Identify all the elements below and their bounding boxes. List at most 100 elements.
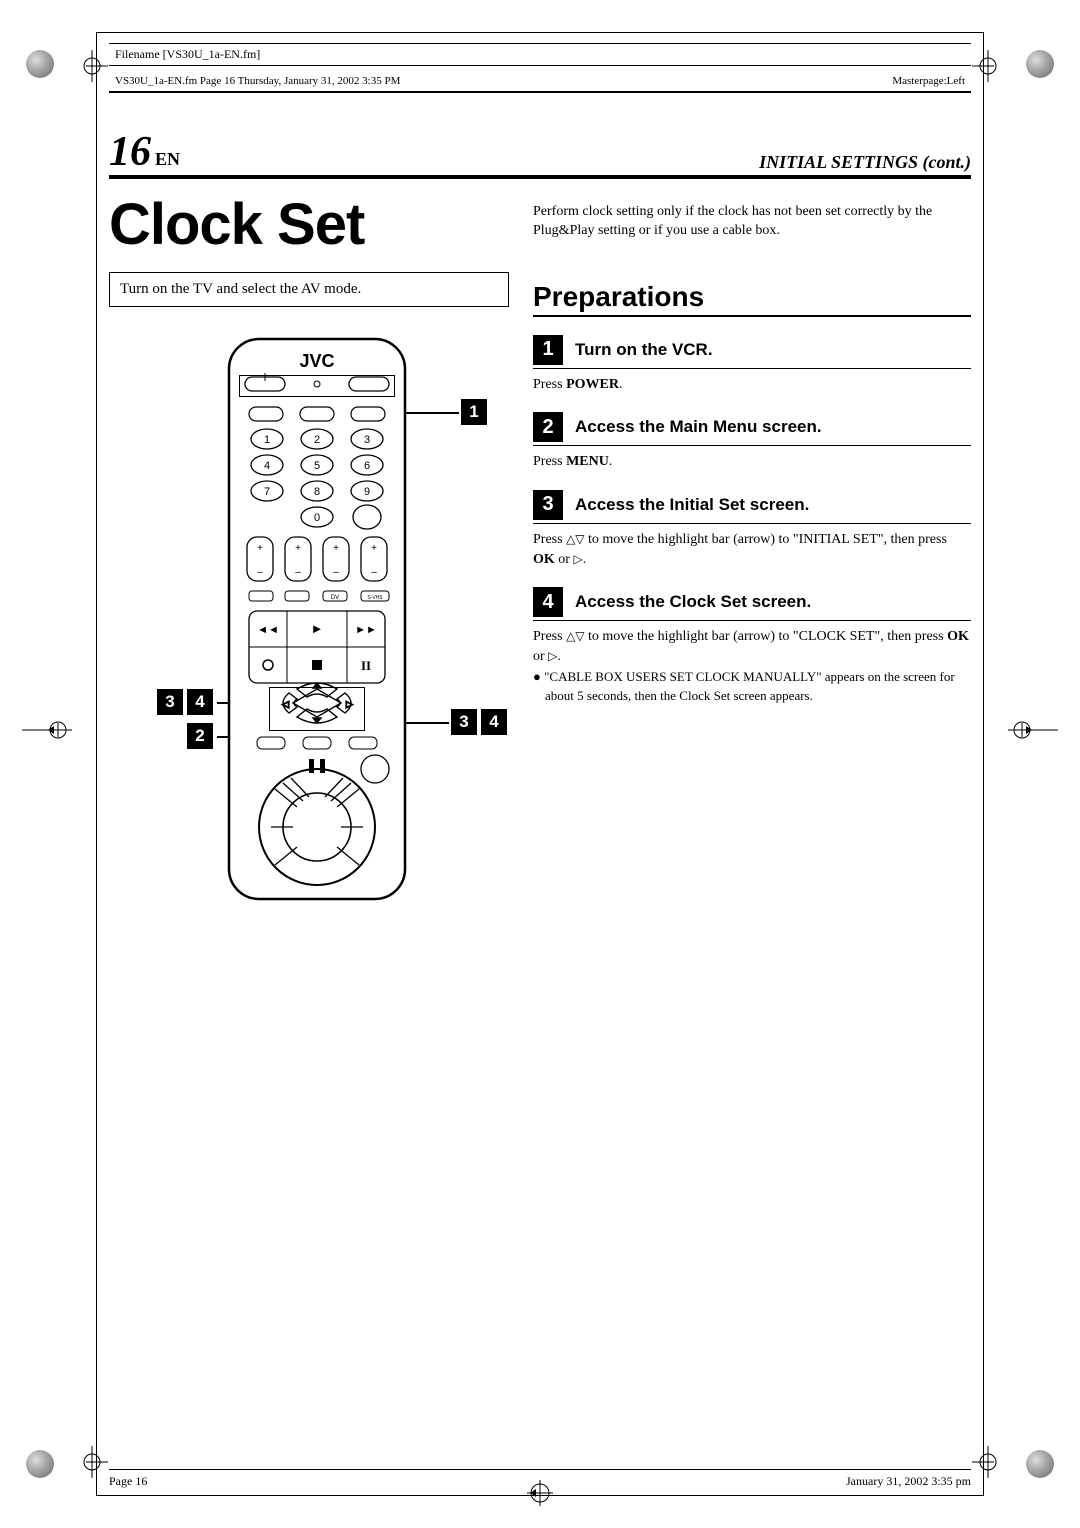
svg-text:0: 0: [314, 512, 320, 524]
step-bold: OK: [533, 552, 555, 567]
step-number-badge: 1: [533, 335, 563, 365]
callout-34-left: 3 4: [157, 689, 213, 715]
corner-sphere-icon: [1026, 1450, 1054, 1478]
remote-svg: JVC 1 2 3: [227, 337, 407, 957]
step-title: Access the Main Menu screen.: [575, 417, 822, 437]
triangle-right-icon: [548, 649, 557, 664]
header-row: 16EN INITIAL SETTINGS (cont.): [109, 131, 971, 179]
callout-badge: 3: [157, 689, 183, 715]
step-text: or: [555, 552, 574, 567]
step-2: 2 Access the Main Menu screen. Press MEN…: [533, 412, 971, 472]
triangle-up-icon: [566, 532, 575, 547]
step-bullet: ● "CABLE BOX USERS SET CLOCK MANUALLY" a…: [533, 668, 971, 704]
svg-text:2: 2: [314, 434, 320, 446]
page-info-row: VS30U_1a-EN.fm Page 16 Thursday, January…: [109, 73, 971, 93]
svg-text:+: +: [333, 543, 339, 554]
step-body: Press MENU.: [533, 452, 971, 472]
svg-text:6: 6: [364, 460, 370, 472]
svg-text:►: ►: [311, 621, 324, 636]
triangle-down-icon: [575, 532, 584, 547]
step-text: Press: [533, 629, 566, 644]
callout-highlight-box: [239, 375, 395, 397]
page-info-text: VS30U_1a-EN.fm Page 16 Thursday, January…: [115, 75, 400, 87]
step-text: Press: [533, 532, 566, 547]
step-title: Access the Initial Set screen.: [575, 495, 809, 515]
svg-text:+: +: [257, 543, 263, 554]
callout-line: [405, 722, 449, 724]
svg-text:–: –: [295, 567, 301, 578]
triangle-down-icon: [575, 629, 584, 644]
svg-text:–: –: [333, 567, 339, 578]
svg-text:7: 7: [264, 486, 270, 498]
step-bold: POWER: [566, 377, 619, 392]
callout-1: 1: [461, 399, 487, 425]
callout-badge: 4: [481, 709, 507, 735]
callout-badge: 3: [451, 709, 477, 735]
registration-mark-icon: [1008, 720, 1058, 740]
step-text: .: [619, 377, 623, 392]
callout-badge: 4: [187, 689, 213, 715]
step-body: Press to move the highlight bar (arrow) …: [533, 627, 971, 705]
svg-text:4: 4: [264, 460, 270, 472]
right-column: Perform clock setting only if the clock …: [533, 185, 971, 987]
corner-sphere-icon: [26, 1450, 54, 1478]
step-text: Press: [533, 454, 566, 469]
step-4: 4 Access the Clock Set screen. Press to …: [533, 587, 971, 705]
page-title: Clock Set: [109, 191, 509, 258]
corner-sphere-icon: [1026, 50, 1054, 78]
triangle-up-icon: [566, 629, 575, 644]
step-body: Press POWER.: [533, 375, 971, 395]
svg-text:5: 5: [314, 460, 320, 472]
step-body: Press to move the highlight bar (arrow) …: [533, 530, 971, 569]
svg-text:9: 9: [364, 486, 370, 498]
svg-text:+: +: [371, 543, 377, 554]
svg-text:◄◄: ◄◄: [257, 624, 279, 636]
page-number-block: 16EN: [109, 131, 180, 173]
content-area: 16EN INITIAL SETTINGS (cont.) Clock Set …: [109, 131, 971, 1455]
svg-text:II: II: [361, 658, 371, 673]
step-title: Turn on the VCR.: [575, 340, 713, 360]
callout-line: [399, 412, 459, 414]
step-text: to move the highlight bar (arrow) to "CL…: [585, 629, 948, 644]
callout-highlight-box: [269, 687, 365, 731]
svg-text:–: –: [257, 567, 263, 578]
masterpage-text: Masterpage:Left: [892, 75, 965, 87]
registration-mark-icon: [22, 720, 72, 740]
svg-text:►►: ►►: [355, 624, 377, 636]
intro-text: Perform clock setting only if the clock …: [533, 203, 971, 241]
step-text: or: [533, 649, 548, 664]
step-title: Access the Clock Set screen.: [575, 592, 811, 612]
step-number-badge: 2: [533, 412, 563, 442]
page-frame: Filename [VS30U_1a-EN.fm] VS30U_1a-EN.fm…: [96, 32, 984, 1496]
callout-badge: 1: [461, 399, 487, 425]
note-box: Turn on the TV and select the AV mode.: [109, 272, 509, 307]
callout-badge: 2: [187, 723, 213, 749]
footer-page: Page 16: [109, 1474, 147, 1489]
callout-2: 2: [187, 723, 213, 749]
registration-mark-icon: [525, 1478, 555, 1513]
svg-text:+: +: [295, 543, 301, 554]
section-heading: INITIAL SETTINGS (cont.): [759, 152, 971, 173]
svg-text:–: –: [371, 567, 377, 578]
step-text: Press: [533, 377, 566, 392]
step-text: to move the highlight bar (arrow) to "IN…: [585, 532, 947, 547]
page-number: 16: [109, 129, 151, 175]
step-number-badge: 4: [533, 587, 563, 617]
step-bold: MENU: [566, 454, 609, 469]
step-3: 3 Access the Initial Set screen. Press t…: [533, 490, 971, 569]
svg-text:8: 8: [314, 486, 320, 498]
remote-illustration: 1 3 4 2 3: [109, 337, 509, 987]
svg-text:3: 3: [364, 434, 370, 446]
step-text: .: [609, 454, 613, 469]
svg-text:DV: DV: [331, 595, 339, 601]
left-column: Clock Set Turn on the TV and select the …: [109, 185, 509, 987]
page-lang: EN: [155, 149, 180, 169]
footer-date: January 31, 2002 3:35 pm: [846, 1474, 971, 1489]
step-number-badge: 3: [533, 490, 563, 520]
triangle-right-icon: [573, 552, 582, 567]
step-bold: OK: [947, 629, 969, 644]
corner-sphere-icon: [26, 50, 54, 78]
brand-label: JVC: [299, 351, 334, 371]
filename-label: Filename [VS30U_1a-EN.fm]: [109, 43, 971, 66]
svg-text:S-VHS: S-VHS: [367, 595, 383, 601]
